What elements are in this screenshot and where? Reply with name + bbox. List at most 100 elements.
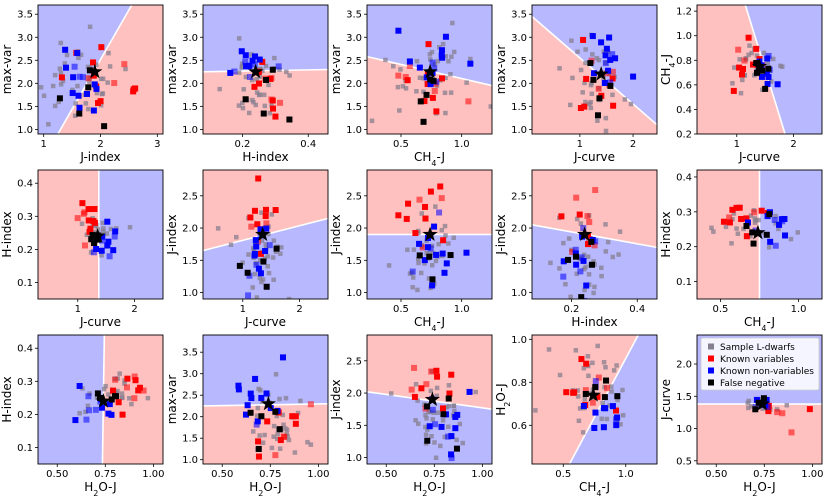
- decision-boundary: [203, 68, 328, 73]
- x-tick-label: 2: [630, 139, 636, 150]
- gray-point: [241, 87, 246, 92]
- red-point: [584, 213, 591, 220]
- star-marker: [422, 63, 438, 79]
- gray-point: [105, 80, 110, 85]
- gray-point: [756, 217, 761, 223]
- gray-point: [254, 295, 260, 299]
- red-point: [577, 105, 584, 112]
- gray-point: [436, 241, 441, 247]
- red-point: [594, 393, 601, 400]
- gray-point: [587, 101, 592, 107]
- gray-point: [274, 436, 280, 442]
- red-point: [439, 405, 446, 412]
- gray-point: [575, 49, 580, 54]
- x-tick-label: 0.75: [423, 469, 445, 480]
- gray-point: [273, 372, 279, 377]
- gray-point: [611, 368, 617, 373]
- gray-point: [723, 224, 729, 230]
- gray-point: [599, 273, 604, 279]
- red-point: [119, 411, 126, 418]
- star-marker: [260, 395, 276, 411]
- blue-point: [242, 58, 249, 65]
- red-point: [584, 232, 591, 239]
- blue-point: [71, 63, 78, 70]
- red-point: [570, 389, 577, 396]
- blue-point: [442, 33, 449, 40]
- gray-point: [591, 259, 596, 264]
- gray-point: [263, 63, 269, 69]
- panel-7: 1 2 1.0 1.5 2.0 2.5 J-curve J-index: [165, 169, 329, 329]
- y-tick-label: 1.0: [346, 288, 362, 299]
- region-right: [98, 170, 163, 299]
- gray-point: [403, 86, 409, 91]
- gray-point: [583, 99, 588, 105]
- gray-point: [557, 372, 563, 378]
- gray-point: [795, 230, 801, 235]
- black-point: [97, 395, 104, 402]
- gray-point: [259, 210, 264, 215]
- red-point: [730, 87, 737, 94]
- blue-point: [592, 238, 599, 245]
- gray-point: [60, 78, 66, 84]
- gray-point: [278, 251, 283, 256]
- gray-point: [424, 250, 429, 256]
- gray-point: [614, 363, 619, 368]
- y-axis-label: J-index: [329, 214, 343, 255]
- black-point: [589, 261, 596, 268]
- gray-point: [100, 91, 106, 96]
- blue-point: [85, 407, 92, 414]
- gray-point: [117, 371, 122, 376]
- y-tick-label: 1.5: [182, 434, 198, 445]
- gray-point: [735, 231, 741, 236]
- y-tick-label: 2.0: [346, 79, 362, 90]
- gray-point: [730, 217, 735, 222]
- y-tick-label: 3.5: [511, 10, 527, 21]
- blue-point: [607, 56, 614, 63]
- gray-point: [279, 245, 284, 250]
- region-above: [203, 5, 328, 72]
- gray-point: [234, 234, 239, 240]
- y-tick-label: 0.8: [676, 56, 692, 67]
- y-tick-label: 2.0: [17, 79, 33, 90]
- gray-point: [546, 347, 552, 352]
- x-tick-label: 0.2: [564, 304, 580, 315]
- red-point: [91, 206, 98, 213]
- blue-point: [580, 225, 587, 232]
- gray-point: [72, 113, 78, 118]
- y-tick-label: 2.0: [346, 224, 362, 235]
- blue-point: [782, 232, 789, 239]
- red-point: [736, 204, 743, 211]
- blue-point: [263, 225, 270, 232]
- gray-point: [38, 85, 44, 90]
- panel-3: 0.5 1.0 1.0 1.5 2.0 2.5 3.0 3.5 CH4-J max-var: [329, 4, 493, 168]
- gray-point: [271, 277, 276, 283]
- y-tick-label: 3.5: [182, 10, 198, 21]
- gray-point: [400, 84, 406, 89]
- gray-point: [87, 24, 93, 30]
- gray-point: [415, 287, 420, 293]
- gray-point: [581, 365, 587, 371]
- black-point: [592, 384, 599, 391]
- red-point: [421, 98, 428, 105]
- gray-point: [260, 440, 266, 445]
- blue-point: [76, 382, 83, 389]
- x-tick-label: 2: [296, 304, 302, 315]
- y-tick-label: 0.1: [17, 443, 33, 454]
- blue-point: [104, 242, 111, 249]
- gray-point: [41, 93, 47, 99]
- red-point: [741, 57, 748, 64]
- gray-point: [749, 404, 754, 409]
- blue-point: [93, 85, 100, 92]
- blue-point: [774, 81, 781, 88]
- y-tick-label: 0.4: [676, 172, 692, 183]
- blue-point: [466, 388, 473, 395]
- axes-frame: [202, 4, 329, 135]
- red-point: [427, 188, 434, 195]
- y-tick-label: 3.5: [17, 10, 33, 21]
- gray-point: [433, 204, 438, 209]
- red-point: [124, 375, 131, 382]
- red-point: [758, 207, 765, 214]
- gray-point: [101, 386, 107, 392]
- gray-point: [416, 260, 421, 266]
- red-point: [419, 244, 426, 251]
